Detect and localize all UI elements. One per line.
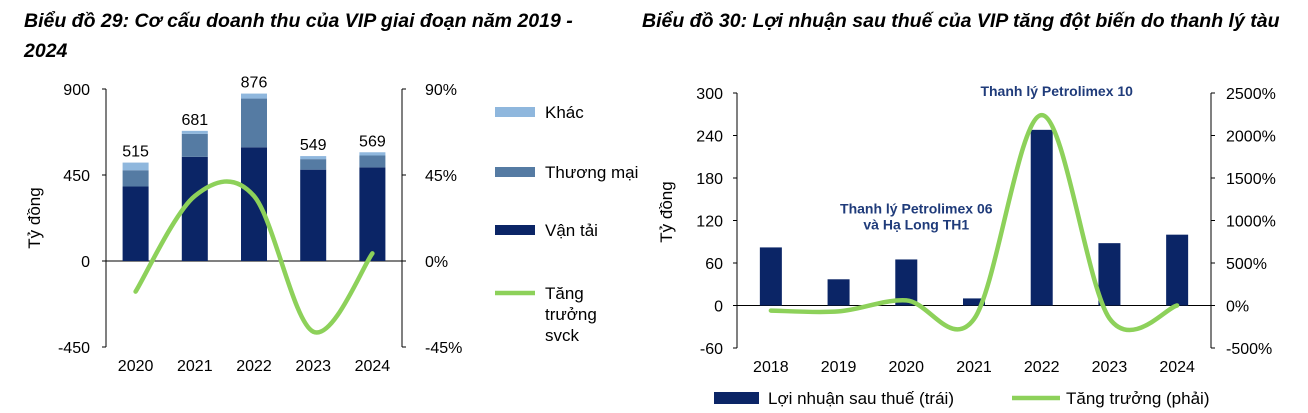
chart2-x-tick-label: 2019 (821, 359, 857, 376)
chart1-legend-label: Tăng trưởng svck (545, 284, 597, 345)
chart1-growth-line (133, 179, 375, 335)
chart2-title: Biểu đồ 30: Lợi nhuận sau thuế của VIP t… (642, 10, 1280, 32)
chart1-bar-segment (181, 156, 208, 261)
chart2-y-axis-label: Tỷ đồng (657, 181, 676, 242)
chart2-bar (1030, 129, 1053, 306)
chart1-y-axis-label: Tỷ đồng (25, 187, 44, 248)
chart2-y-tick-label: -60 (700, 341, 723, 358)
chart2-x-tick-label: 2018 (753, 359, 789, 376)
chart2-y-tick-label: 240 (696, 129, 723, 146)
chart1-bar-segment (359, 152, 386, 156)
chart1-y-tick-label: -450 (58, 340, 90, 357)
chart2-x-tick-label: 2024 (1159, 359, 1195, 376)
chart2-y-tick-label: 60 (705, 256, 723, 273)
chart1-bar-segment (122, 186, 149, 261)
chart2-legend-label: Lợi nhuận sau thuế (trái) (768, 389, 954, 408)
chart2-y2-tick-label: 1000% (1226, 214, 1276, 231)
chart2-y2-tick-label: 2000% (1226, 129, 1276, 146)
chart2-y2-tick-label: 1500% (1226, 171, 1276, 188)
chart1-bar-segment (300, 169, 327, 261)
chart1-bar-segment (241, 93, 267, 99)
chart1-legend-swatch (495, 107, 535, 117)
chart1-legend-swatch (495, 167, 535, 177)
chart1-legend-swatch (495, 225, 535, 235)
chart1-bar-segment (122, 162, 149, 171)
chart2-y-tick-label: 300 (696, 86, 723, 103)
chart1-bar-segment (359, 167, 386, 261)
chart2-bar (1166, 234, 1189, 306)
chart1-data-label: 876 (241, 75, 268, 92)
chart1-x-tick-label: 2020 (118, 358, 154, 375)
chart2-y-tick-label: 120 (696, 214, 723, 231)
chart1-legend-label: Thương mại (545, 163, 638, 182)
chart2-bar (963, 298, 985, 306)
chart1-bar-segment (359, 155, 386, 168)
chart1-data-label: 549 (300, 137, 327, 154)
chart1-legend-label: Khác (545, 103, 584, 122)
chart2-legend-label: Tăng trưởng (phải) (1066, 389, 1209, 408)
chart2-y2-tick-label: 500% (1226, 256, 1267, 273)
chart1-bar-segment (181, 130, 208, 134)
chart1-bar-segment (300, 159, 327, 170)
chart1-bar-segment (122, 170, 149, 187)
chart2-x-tick-label: 2020 (888, 359, 924, 376)
chart1-bar-segment (300, 156, 327, 160)
chart1-revenue-structure: 900 450 0 -450 90% 45% 0% -45% Tỷ đồng 515 2020 681… (25, 75, 638, 375)
chart2-y2-tick-label: 0% (1226, 299, 1249, 316)
chart1-y2-tick-label: 90% (425, 82, 457, 99)
chart2-y-tick-label: 180 (696, 171, 723, 188)
chart2-y2-tick-label: 2500% (1226, 86, 1276, 103)
chart2-annotation: Thanh lý Petrolimex 06 (840, 200, 993, 216)
chart2-x-tick-label: 2021 (956, 359, 992, 376)
chart2-annotation: Thanh lý Petrolimex 10 (980, 83, 1133, 99)
chart1-x-tick-label: 2023 (295, 358, 331, 375)
chart1-data-label: 515 (122, 144, 149, 161)
chart1-title: Biểu đồ 29: Cơ cấu doanh thu của VIP gia… (24, 10, 573, 62)
chart2-bar (759, 247, 782, 306)
chart1-legend-label: Vận tải (545, 221, 598, 240)
chart1-y2-tick-label: 45% (425, 168, 457, 185)
chart1-y-tick-label: 450 (63, 168, 90, 185)
chart1-data-label: 569 (359, 133, 386, 150)
chart2-x-tick-label: 2023 (1092, 359, 1128, 376)
chart1-y2-tick-label: 0% (425, 254, 448, 271)
chart1-y2-tick-label: -45% (425, 340, 462, 357)
chart2-y2-tick-label: -500% (1226, 341, 1272, 358)
chart2-legend-swatch (714, 392, 759, 404)
chart2-y-tick-label: 0 (714, 299, 723, 316)
chart1-bar-segment (241, 98, 267, 148)
chart2-annotation: và Hạ Long TH1 (863, 217, 969, 233)
chart2-bar (827, 279, 850, 306)
chart1-y-tick-label: 0 (81, 254, 90, 271)
chart2-growth-line (768, 112, 1180, 333)
chart2-bar (1098, 243, 1121, 306)
chart1-bar-segment (181, 133, 208, 157)
chart2-bar (895, 259, 918, 306)
chart1-x-tick-label: 2022 (236, 358, 272, 375)
chart1-data-label: 681 (181, 112, 208, 129)
chart2-x-tick-label: 2022 (1024, 359, 1060, 376)
chart1-x-tick-label: 2024 (355, 358, 391, 375)
chart1-bar-segment (241, 147, 267, 261)
chart1-y-tick-label: 900 (63, 82, 90, 99)
chart1-x-tick-label: 2021 (177, 358, 213, 375)
